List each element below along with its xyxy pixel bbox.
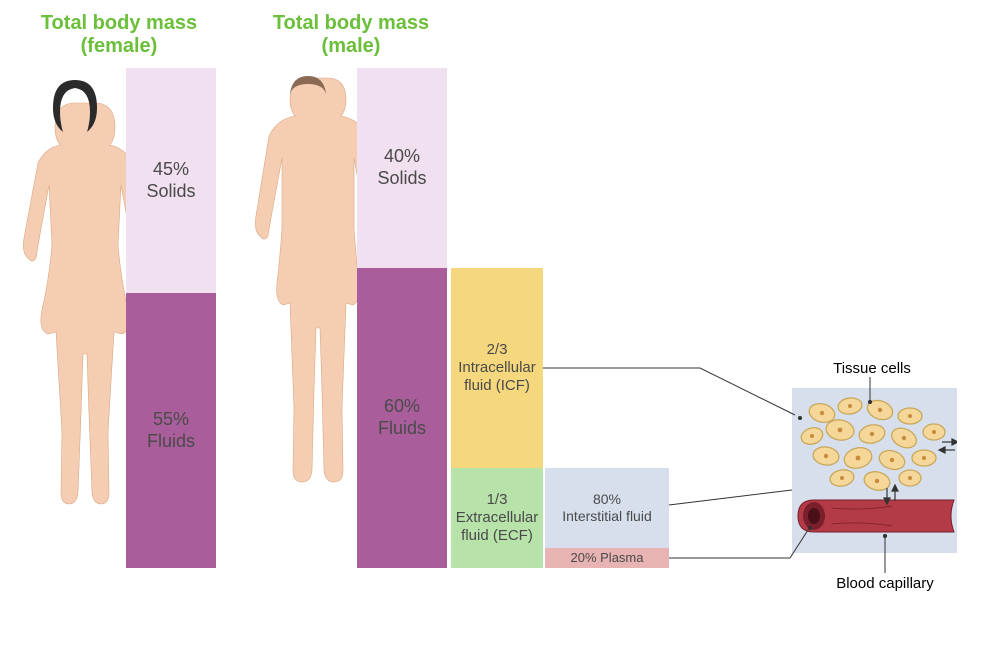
male-title: Total body mass (male) [256, 12, 446, 58]
blood-capillary-label: Blood capillary [820, 575, 950, 592]
female-body-icon [20, 70, 130, 570]
tissue-cells-icon [799, 396, 945, 492]
tissue-cells-label: Tissue cells [822, 360, 922, 377]
male-solids: 40% Solids [357, 68, 447, 268]
female-bar: 45% Solids 55% Fluids [126, 68, 216, 568]
interstitial-section: 80% Interstitial fluid [545, 468, 669, 548]
ecf-breakdown-bar: 80% Interstitial fluid 20% Plasma [545, 468, 669, 568]
icf-section: 2/3 Intracellular fluid (ICF) [451, 268, 543, 468]
fluid-breakdown-bar: 2/3 Intracellular fluid (ICF) 1/3 Extrac… [451, 268, 543, 568]
male-body-icon [253, 70, 363, 570]
capillary-icon [798, 500, 954, 532]
female-fluids: 55% Fluids [126, 293, 216, 568]
male-bar: 40% Solids 60% Fluids [357, 68, 447, 568]
plasma-section: 20% Plasma [545, 548, 669, 568]
male-fluids: 60% Fluids [357, 268, 447, 568]
female-title: Total body mass (female) [24, 12, 214, 58]
ecf-section: 1/3 Extracellular fluid (ECF) [451, 468, 543, 568]
female-solids: 45% Solids [126, 68, 216, 293]
tissue-diagram-box [792, 388, 957, 553]
diagram-root: Total body mass (female) Total body mass… [0, 0, 1000, 650]
